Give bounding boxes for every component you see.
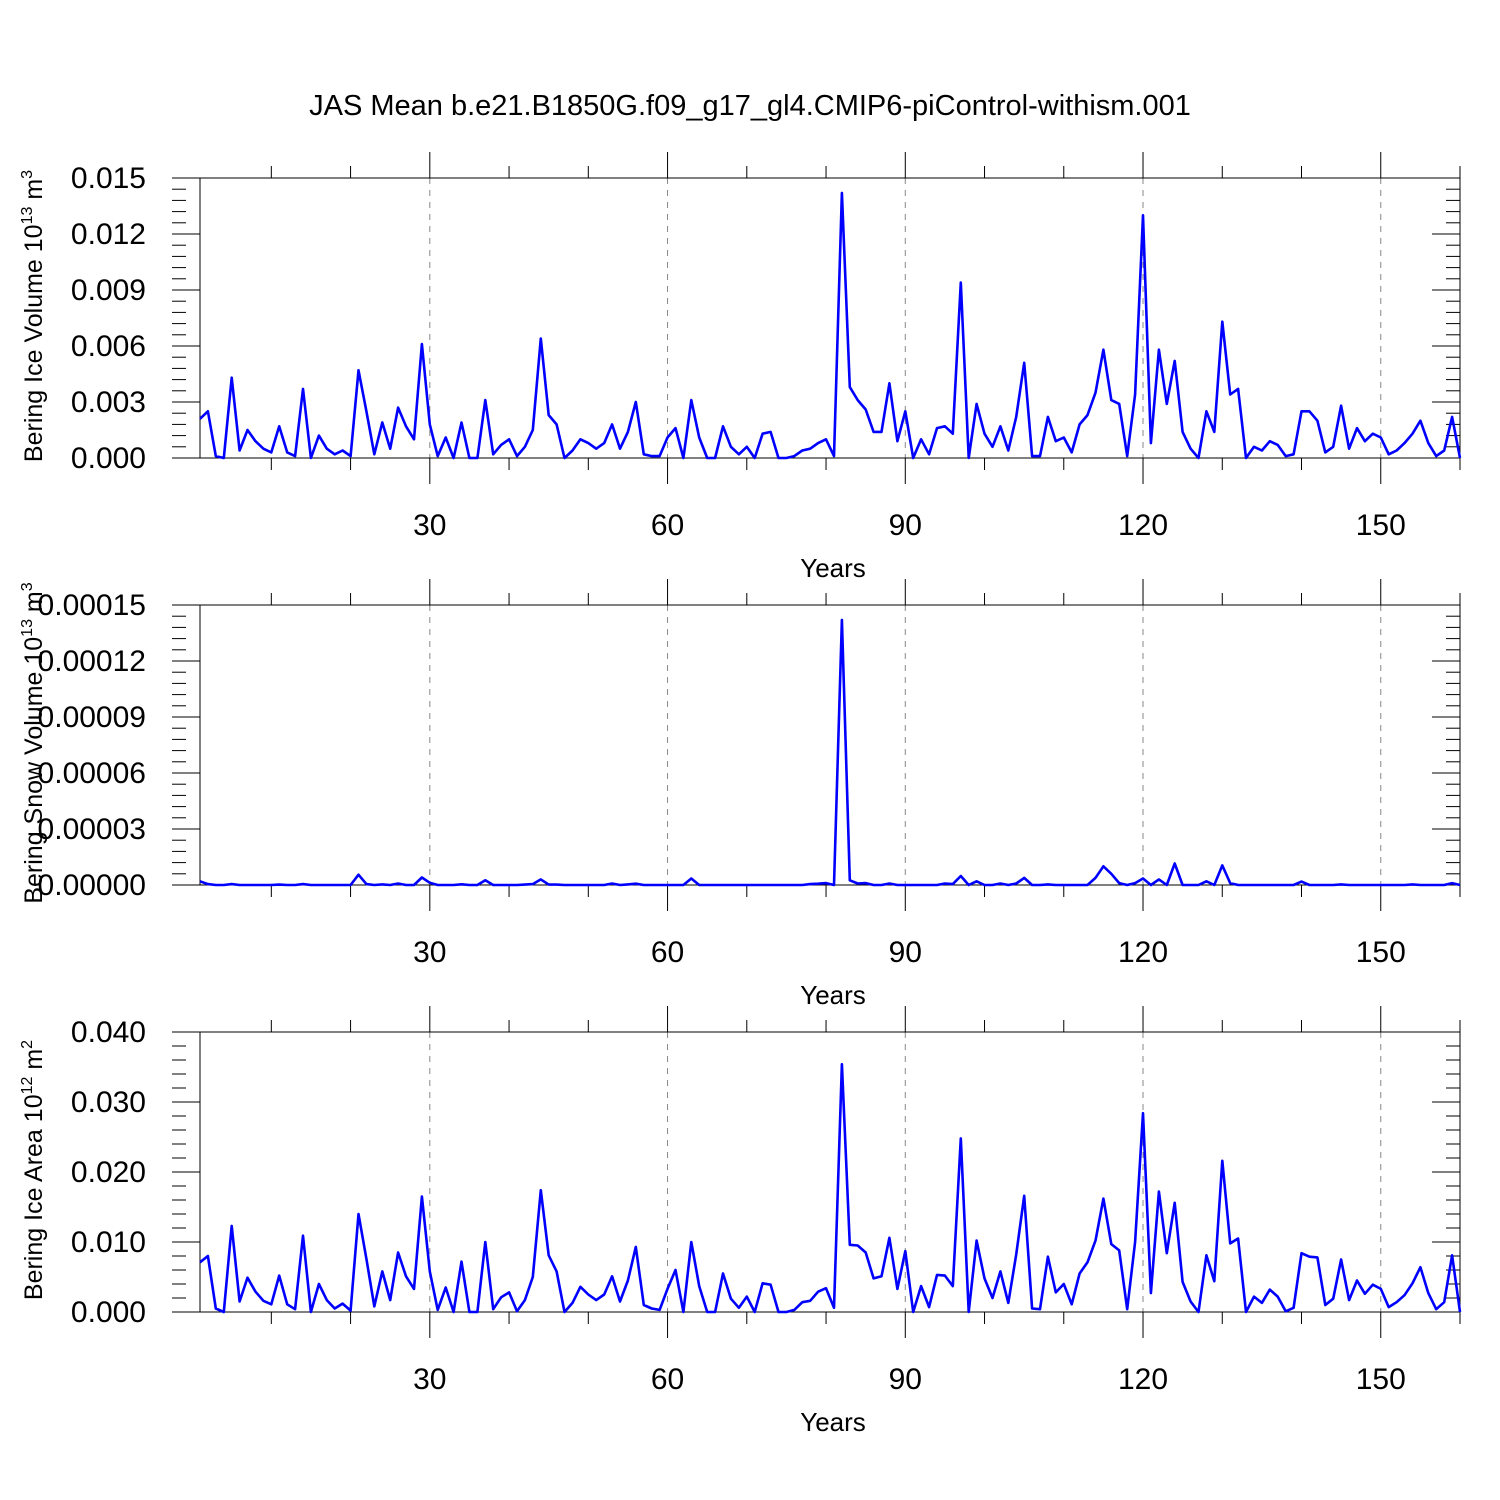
y-tick-label: 0.00012 [38,645,146,678]
y-tick-label: 0.012 [71,218,146,251]
x-tick-label: 60 [651,936,684,969]
x-axis-label: Years [800,980,866,1010]
x-tick-label: 120 [1118,936,1168,969]
y-tick-label: 0.00003 [38,813,146,846]
x-tick-label: 150 [1356,509,1406,542]
x-axis-label: Years [800,553,866,583]
y-tick-label: 0.00009 [38,701,146,734]
x-tick-label: 120 [1118,509,1168,542]
y-tick-label: 0.00000 [38,869,146,902]
y-tick-label: 0.010 [71,1226,146,1259]
figure-title: JAS Mean b.e21.B1850G.f09_g17_gl4.CMIP6-… [309,90,1191,122]
x-tick-label: 150 [1356,936,1406,969]
x-tick-label: 90 [889,1363,922,1396]
y-tick-label: 0.030 [71,1086,146,1119]
y-tick-label: 0.00015 [38,589,146,622]
y-tick-label: 0.020 [71,1156,146,1189]
y-tick-label: 0.000 [71,442,146,475]
series-line [199,1062,1462,1314]
y-tick-label: 0.00006 [38,757,146,790]
x-tick-label: 150 [1356,1363,1406,1396]
y-tick-label: 0.000 [71,1296,146,1329]
series-line [199,618,1461,887]
x-tick-label: 30 [413,1363,446,1396]
y-axis-label: Bering Ice Volume 1013 m3 [19,170,48,462]
x-tick-label: 120 [1118,1363,1168,1396]
x-tick-label: 30 [413,509,446,542]
x-axis-label: Years [800,1407,866,1437]
y-axis-label: Bering Ice Area 1012 m2 [19,1040,48,1300]
x-tick-label: 30 [413,936,446,969]
x-tick-label: 90 [889,936,922,969]
y-tick-label: 0.015 [71,162,146,195]
series-line [199,191,1462,460]
y-axis-label: Bering Snow Volume 1013 m3 [19,582,48,903]
y-tick-label: 0.040 [71,1016,146,1049]
y-tick-label: 0.009 [71,274,146,307]
panel-snow-volume: 0.00000 0.00003 0.00006 0.00009 0.00012 0.000… [19,579,1461,1010]
x-tick-label: 90 [889,509,922,542]
y-tick-label: 0.006 [71,330,146,363]
panel-ice-volume: 0.000 0.003 0.006 0.009 0.012 0.015 30 60 90 120 1… [19,152,1462,583]
y-tick-label: 0.003 [71,386,146,419]
panel-ice-area: 0.000 0.010 0.020 0.030 0.040 30 60 90 120 150 Yea… [19,1006,1462,1437]
x-tick-label: 60 [651,1363,684,1396]
x-tick-label: 60 [651,509,684,542]
